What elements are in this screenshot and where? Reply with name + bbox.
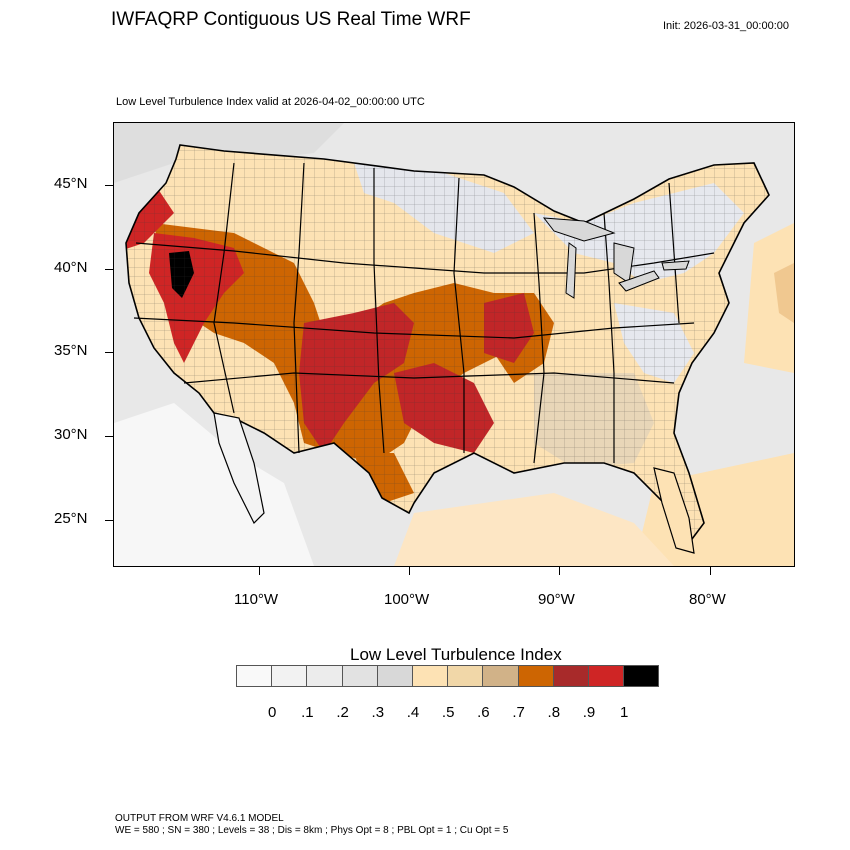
colorbar-swatch [236,665,273,687]
colorbar-label: 1 [620,704,629,721]
light-field-pacific [114,403,314,566]
lat-label-25: 25°N [54,510,88,527]
colorbar-label: .4 [406,704,420,721]
colorbar-swatch [271,665,308,687]
colorbar-swatch [587,665,625,687]
model-info-line1: OUTPUT FROM WRF V4.6.1 MODEL [115,813,284,824]
colorbar-label: 0 [268,704,277,721]
florida [653,467,695,554]
colorbar-swatch [517,665,554,687]
baja-california [213,412,265,525]
colorbar-swatch [623,665,660,687]
colorbar-swatch [341,665,378,687]
lon-label-90w: 90°W [538,591,575,608]
lake-michigan [565,242,577,299]
colorbar [236,665,660,687]
lon-tick [559,567,560,575]
lon-label-100w: 100°W [384,591,430,608]
colorbar-label: .5 [441,704,455,721]
lake-erie [618,270,660,292]
colorbar-swatch [306,665,343,687]
model-info-line2: WE = 580 ; SN = 380 ; Levels = 38 ; Dis … [115,825,509,836]
lake-ontario [661,260,690,271]
colorbar-swatch [411,665,449,687]
lat-label-40: 40°N [54,259,88,276]
lake-superior [542,217,616,242]
pale-field-atlantic-north [744,223,794,373]
state-boundaries [133,162,715,464]
colorbar-label: .7 [512,704,525,721]
turbulence-map [114,123,794,566]
plot-subtitle: Low Level Turbulence Index valid at 2026… [116,96,425,108]
lat-tick [105,520,113,521]
colorbar-swatch [552,665,589,687]
map-panel [113,122,795,567]
lon-tick [409,567,410,575]
colorbar-swatch [376,665,413,687]
colorbar-label: .2 [336,704,349,721]
tan-field-atlantic [774,263,794,323]
lat-label-45: 45°N [54,175,88,192]
lat-tick [105,269,113,270]
colorbar-label: .6 [477,704,490,721]
lon-tick [259,567,260,575]
plot-title: IWFAQRP Contiguous US Real Time WRF [111,9,471,30]
colorbar-swatch [447,665,484,687]
pale-field-gulf [394,493,674,566]
init-time: Init: 2026-03-31_00:00:00 [663,20,789,32]
lon-tick [710,567,711,575]
lat-tick [105,436,113,437]
lat-tick [105,352,113,353]
lat-label-30: 30°N [54,426,88,443]
lon-label-110w: 110°W [234,591,279,608]
colorbar-swatch [482,665,519,687]
colorbar-label: .8 [547,704,561,721]
lat-tick [105,185,113,186]
colorbar-label: .3 [371,704,385,721]
lat-label-35: 35°N [54,342,88,359]
colorbar-label: .9 [582,704,596,721]
lon-label-80w: 80°W [689,591,726,608]
colorbar-title: Low Level Turbulence Index [350,645,562,664]
colorbar-label: .1 [301,704,314,721]
